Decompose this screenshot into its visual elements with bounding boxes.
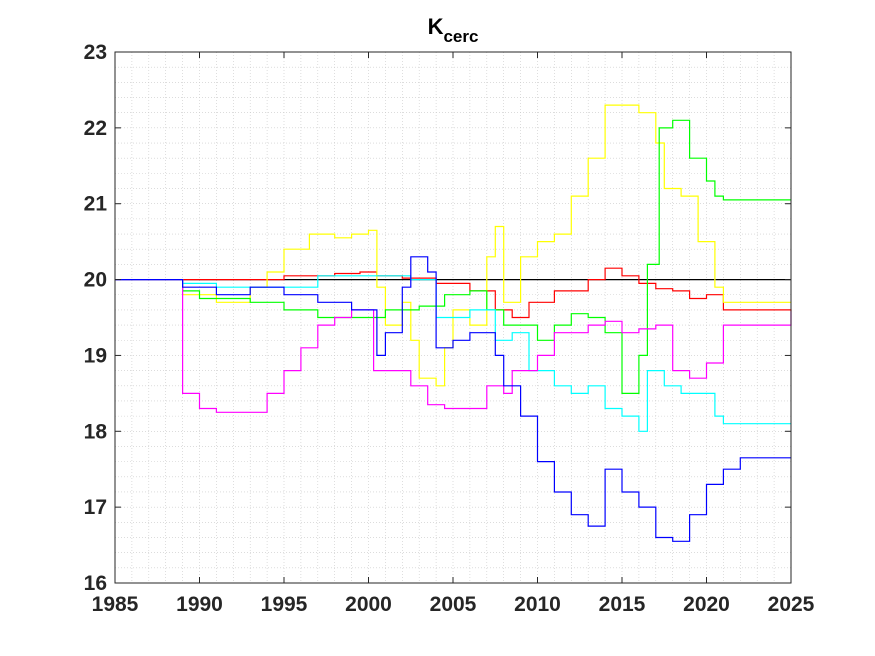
x-tick-label: 2005 <box>430 593 477 616</box>
x-tick-label: 1995 <box>261 593 308 616</box>
x-tick-label: 2000 <box>345 593 392 616</box>
chart-title-subscript: cerc <box>443 27 478 46</box>
x-tick-label: 2025 <box>768 593 815 616</box>
chart-title-main: K <box>428 14 444 39</box>
x-axis-ticks: 1985 1990 1995 2000 2005 2010 2015 2020 2025 <box>92 52 815 616</box>
x-tick-label: 2010 <box>514 593 561 616</box>
y-tick-label: 19 <box>84 344 107 367</box>
x-tick-label: 1990 <box>176 593 223 616</box>
y-tick-label: 18 <box>84 420 108 443</box>
series-line-4 <box>115 119 791 394</box>
y-tick-label: 21 <box>84 193 108 216</box>
x-tick-label: 2020 <box>683 593 730 616</box>
chart-title: Kcerc <box>428 14 479 46</box>
y-tick-label: 16 <box>84 572 107 595</box>
x-tick-label: 1985 <box>92 593 139 616</box>
series-line-2 <box>115 267 792 319</box>
y-axis-ticks: 16 17 18 19 20 21 22 23 <box>84 41 791 595</box>
series-line-7 <box>115 256 791 542</box>
x-tick-label: 2015 <box>599 593 646 616</box>
y-tick-label: 20 <box>84 269 107 292</box>
y-tick-label: 17 <box>84 496 107 519</box>
series-line-6 <box>115 279 792 413</box>
series-line-5 <box>115 275 791 432</box>
y-tick-label: 22 <box>84 117 107 140</box>
series-group <box>115 104 792 542</box>
y-tick-label: 23 <box>84 41 107 64</box>
